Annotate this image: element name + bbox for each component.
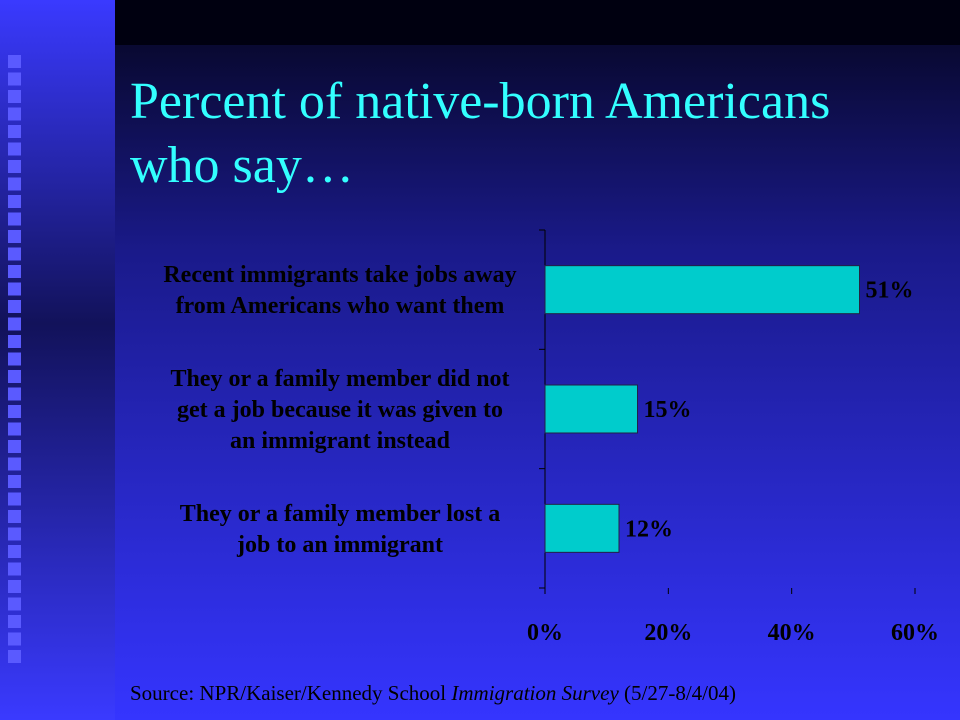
square	[8, 440, 21, 453]
square	[8, 510, 21, 523]
value-label: 12%	[625, 516, 673, 542]
square	[8, 335, 21, 348]
square	[8, 580, 21, 593]
bar	[544, 384, 638, 434]
square	[8, 405, 21, 418]
square	[8, 282, 21, 296]
square	[8, 352, 21, 366]
top-band	[115, 0, 960, 45]
category-label: They or a family member did not	[170, 366, 509, 392]
chart-title: Percent of native-born Americans	[130, 73, 830, 130]
square	[8, 562, 21, 576]
category-label: from Americans who want them	[176, 293, 505, 319]
category-label: job to an immigrant	[236, 532, 443, 558]
square	[8, 247, 21, 261]
x-tick-label: 0%	[527, 620, 563, 646]
square	[8, 142, 21, 156]
value-label: 51%	[866, 278, 914, 304]
bar	[544, 503, 620, 553]
square	[8, 650, 21, 663]
square	[8, 72, 21, 86]
square	[8, 492, 21, 506]
x-tick-label: 60%	[891, 620, 939, 646]
square	[8, 370, 21, 383]
square	[8, 212, 21, 226]
square	[8, 615, 21, 628]
square	[8, 300, 21, 313]
source-text: Source: NPR/Kaiser/Kennedy School	[130, 681, 446, 705]
square	[8, 545, 21, 558]
square	[8, 457, 21, 471]
square	[8, 422, 21, 436]
square	[8, 597, 21, 611]
square-column	[8, 55, 21, 663]
category-label: an immigrant instead	[230, 428, 451, 454]
square	[8, 632, 21, 646]
category-label: They or a family member lost a	[180, 501, 500, 527]
square	[8, 90, 21, 103]
source-text: (5/27-8/4/04)	[624, 681, 736, 705]
square	[8, 177, 21, 191]
square	[8, 265, 21, 278]
bar	[544, 265, 860, 315]
square	[8, 317, 21, 331]
category-label: get a job because it was given to	[177, 397, 503, 423]
x-tick-label: 20%	[644, 620, 692, 646]
source-text: Immigration Survey	[450, 681, 619, 705]
square	[8, 387, 21, 401]
value-label: 15%	[644, 397, 692, 423]
square	[8, 160, 21, 173]
category-label: Recent immigrants take jobs away	[163, 262, 516, 288]
square	[8, 527, 21, 541]
square	[8, 195, 21, 208]
square	[8, 125, 21, 138]
square	[8, 475, 21, 488]
chart-title: who say…	[130, 137, 354, 194]
square	[8, 230, 21, 243]
source-note: Source: NPR/Kaiser/Kennedy School Immigr…	[130, 681, 736, 705]
plot: 0% 20% 40% 60% Recent immigrants take jobs a…	[163, 229, 939, 646]
square	[8, 107, 21, 121]
square	[8, 55, 21, 68]
x-tick-label: 40%	[768, 620, 816, 646]
